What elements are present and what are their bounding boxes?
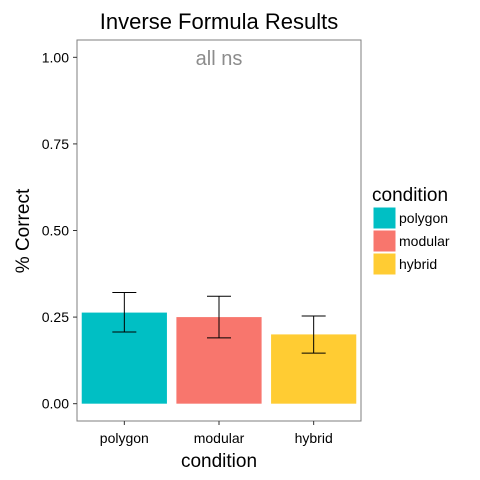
chart-title: Inverse Formula Results [100,9,338,34]
legend-swatch-modular [372,229,397,253]
legend-title: condition [372,185,448,206]
legend: condition polygon modular hybrid [372,185,450,276]
legend-label-modular: modular [399,233,450,249]
legend-swatch-polygon [372,206,397,230]
x-tick-label: modular [194,430,245,446]
x-axis-label: condition [181,451,257,472]
x-tick-label: hybrid [295,430,333,446]
error-bars [112,291,326,354]
y-tick-label: 0.50 [42,223,69,239]
chart-annotation: all ns [196,48,243,70]
legend-label-hybrid: hybrid [399,256,437,272]
y-tick-label: 0.25 [42,309,69,325]
y-axis-label: % Correct [13,188,34,273]
x-tick-label: polygon [100,430,149,446]
y-tick-label: 1.00 [42,49,69,65]
y-tick-label: 0.75 [42,136,69,152]
legend-label-polygon: polygon [399,210,448,226]
legend-swatch-hybrid [372,252,397,276]
x-axis: polygon modular hybrid [100,421,333,446]
y-axis: 0.00 0.25 0.50 0.75 1.00 [42,49,77,412]
y-tick-label: 0.00 [42,396,69,412]
